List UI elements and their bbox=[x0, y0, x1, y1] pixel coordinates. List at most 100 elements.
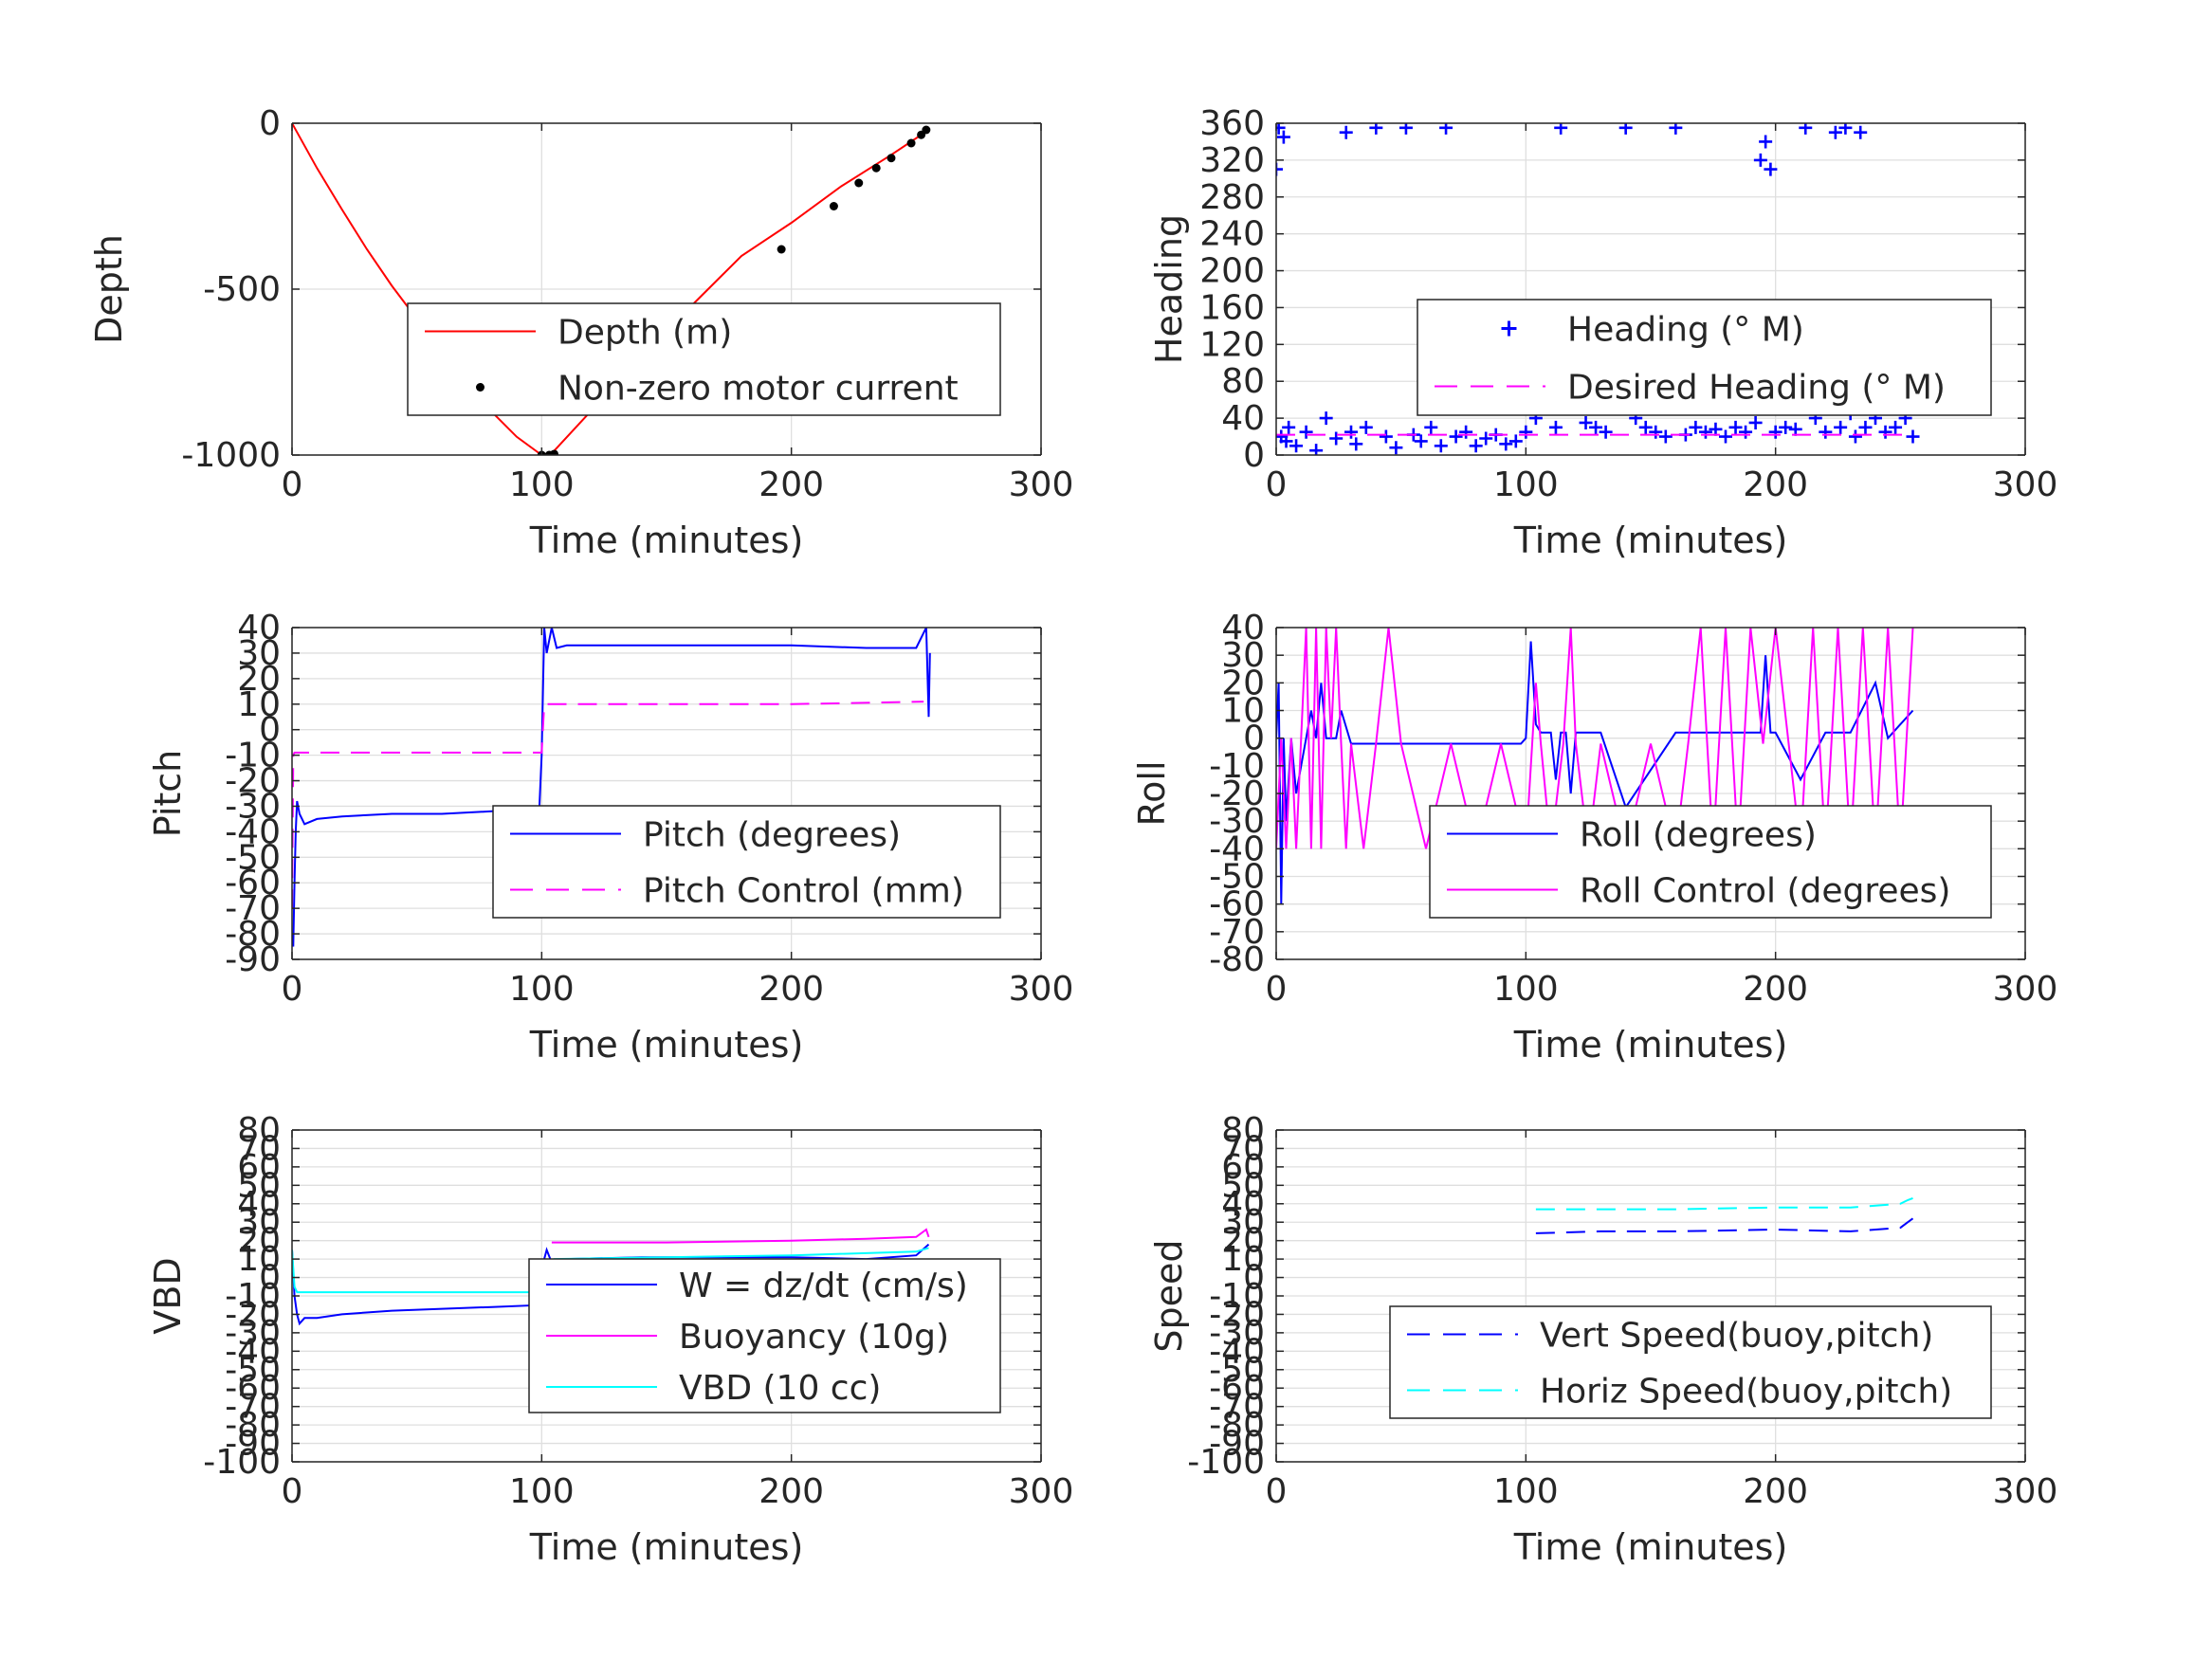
y-tick-label: 30 bbox=[1221, 636, 1265, 675]
x-axis-label: Time (minutes) bbox=[1513, 520, 1788, 561]
y-tick-label: 280 bbox=[1199, 178, 1265, 217]
series-heading-m-point bbox=[1748, 415, 1763, 429]
series-heading-m-point bbox=[1344, 425, 1358, 439]
vbd-chart-panel: 0 100 200 300-100-90-80-70-60-50-40-30-20-1… bbox=[147, 1111, 1073, 1568]
series-non-zero-motor-current-point bbox=[922, 125, 931, 135]
x-axis-label: Time (minutes) bbox=[1513, 1024, 1788, 1066]
series-heading-m-point bbox=[1579, 415, 1593, 429]
y-tick-label: -70 bbox=[1209, 913, 1265, 952]
legend-label-buoyancy-10g: Buoyancy (10g) bbox=[679, 1318, 949, 1357]
y-tick-label: 40 bbox=[1221, 609, 1265, 647]
series-heading-m-point bbox=[1299, 425, 1313, 439]
series-heading-m-point bbox=[1279, 434, 1293, 448]
y-tick-label: 360 bbox=[1199, 104, 1265, 143]
x-tick-label: 0 bbox=[282, 1472, 303, 1511]
y-tick-label: 40 bbox=[1221, 399, 1265, 438]
series-heading-m-point bbox=[1276, 130, 1290, 144]
series-non-zero-motor-current-point bbox=[906, 138, 916, 148]
series-heading-m-point bbox=[1779, 420, 1793, 434]
legend-label-horiz-speed-buoy-pitch: Horiz Speed(buoy,pitch) bbox=[1540, 1373, 1952, 1412]
y-tick-label: 0 bbox=[259, 1259, 281, 1298]
x-tick-label: 300 bbox=[1009, 970, 1074, 1009]
y-tick-label: 30 bbox=[1221, 1203, 1265, 1242]
series-heading-m-point bbox=[1329, 431, 1344, 446]
y-tick-label: 60 bbox=[1221, 1148, 1265, 1187]
y-tick-label: 70 bbox=[1221, 1129, 1265, 1168]
x-tick-label: 100 bbox=[1493, 970, 1559, 1009]
y-tick-label: -90 bbox=[225, 1425, 281, 1464]
y-tick-label: 10 bbox=[1221, 692, 1265, 731]
series-heading-m-point bbox=[1508, 434, 1523, 448]
series-heading-m-point bbox=[1719, 429, 1732, 444]
y-tick-label: -10 bbox=[1209, 747, 1265, 786]
legend-label-heading-m: Heading (° M) bbox=[1567, 311, 1804, 350]
y-tick-label: 240 bbox=[1199, 215, 1265, 254]
heading-chart-panel: 0 100 200 30004080120160200240280320360Time… bbox=[1148, 104, 2057, 561]
y-tick-label: -30 bbox=[225, 1314, 281, 1353]
y-tick-label: 50 bbox=[237, 1166, 281, 1205]
series-non-zero-motor-current-point bbox=[887, 154, 896, 163]
y-tick-label: 0 bbox=[1243, 1259, 1265, 1298]
series-heading-m-point bbox=[1434, 439, 1448, 453]
series-heading-m-point bbox=[1479, 431, 1493, 446]
legend-label-vbd-10-cc: VBD (10 cc) bbox=[679, 1369, 881, 1408]
x-tick-label: 300 bbox=[1993, 1472, 2058, 1511]
y-tick-label: -30 bbox=[1209, 802, 1265, 841]
roll-chart-panel: 0 100 200 300-80-70-60-50-40-30-20-10010203… bbox=[1131, 609, 2057, 1066]
series-heading-m-point bbox=[1768, 425, 1782, 439]
y-tick-label: 30 bbox=[237, 634, 281, 673]
legend-box bbox=[1417, 299, 1992, 416]
y-tick-label: 120 bbox=[1199, 325, 1265, 364]
x-tick-label: 0 bbox=[282, 970, 303, 1009]
legend: Roll (degrees) Roll Control (degrees) bbox=[1429, 805, 1992, 919]
y-tick-label: 80 bbox=[1221, 1111, 1265, 1150]
series-heading-m-point bbox=[1359, 420, 1373, 434]
legend-box bbox=[1389, 1305, 1992, 1419]
series-heading-m-point bbox=[1339, 125, 1353, 139]
series-heading-m-point bbox=[1854, 125, 1868, 139]
y-tick-label: -70 bbox=[1209, 1388, 1265, 1427]
x-tick-label: 300 bbox=[1009, 465, 1074, 504]
legend-label-roll-control-degrees: Roll Control (degrees) bbox=[1580, 872, 1950, 911]
y-tick-label: -20 bbox=[1209, 1295, 1265, 1334]
y-axis-label: VBD bbox=[147, 1257, 189, 1334]
x-tick-label: 200 bbox=[1743, 465, 1808, 504]
y-tick-label: 20 bbox=[1221, 664, 1265, 702]
y-tick-label: 10 bbox=[237, 685, 281, 724]
legend: Pitch (degrees) Pitch Control (mm) bbox=[492, 805, 1001, 919]
y-tick-label: -40 bbox=[225, 812, 281, 851]
series-heading-m-point bbox=[1349, 437, 1363, 451]
pitch-chart-panel: 0 100 200 300-90-80-70-60-50-40-30-20-10010… bbox=[147, 609, 1073, 1066]
legend-label-pitch-control-mm: Pitch Control (mm) bbox=[643, 872, 964, 911]
depth-chart-panel: 0 100 200 300 -1000 -500 0 Time (minutes) Depth D… bbox=[88, 104, 1073, 561]
series-heading-m-point bbox=[1658, 429, 1673, 444]
series-heading-m-point bbox=[1828, 125, 1842, 139]
y-tick-label: -40 bbox=[225, 1332, 281, 1371]
y-tick-label: -30 bbox=[1209, 1314, 1265, 1353]
y-tick-label: -80 bbox=[225, 1406, 281, 1445]
y-axis-label: Pitch bbox=[147, 750, 189, 838]
x-tick-label: 100 bbox=[509, 465, 575, 504]
series-heading-m-point bbox=[1819, 425, 1833, 439]
x-tick-label: 300 bbox=[1993, 465, 2058, 504]
series-non-zero-motor-current-point bbox=[777, 245, 786, 254]
legend-label-w-dz-dt-cm-s: W = dz/dt (cm/s) bbox=[679, 1267, 968, 1305]
series-heading-m-point bbox=[1289, 439, 1304, 453]
y-tick-label: 160 bbox=[1199, 288, 1265, 327]
y-axis-label: Roll bbox=[1131, 760, 1173, 826]
series-heading-m-point bbox=[1709, 422, 1723, 436]
y-tick-label: 40 bbox=[237, 1185, 281, 1224]
y-tick-label: 60 bbox=[237, 1148, 281, 1187]
y-tick-label: -20 bbox=[1209, 775, 1265, 813]
y-tick-label: -20 bbox=[225, 1295, 281, 1334]
series-buoyancy-10g-line bbox=[551, 1228, 930, 1244]
x-tick-label: 0 bbox=[282, 465, 303, 504]
series-heading-m-point bbox=[1424, 420, 1438, 434]
series-heading-m-point bbox=[1589, 420, 1603, 434]
y-axis-label: Depth bbox=[88, 234, 130, 344]
y-tick-label: -100 bbox=[203, 1443, 281, 1482]
x-axis-label: Time (minutes) bbox=[529, 520, 804, 561]
y-tick-label: -100 bbox=[1187, 1443, 1265, 1482]
series-heading-m-point bbox=[1753, 153, 1767, 167]
